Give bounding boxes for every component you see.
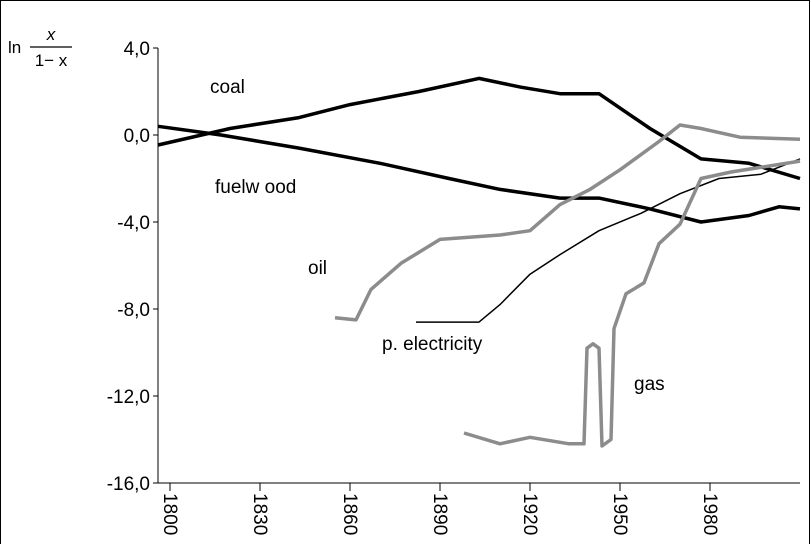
x-tick-label: 1890 [429,493,450,535]
series-label: oil [308,258,327,279]
series-label: p. electricity [382,334,483,355]
x-tick-label: 1860 [339,493,360,535]
series-line [157,124,801,224]
x-tick-label: 1830 [249,493,270,535]
series-label: fuelw ood [215,177,296,198]
x-tick-label: 1950 [609,493,630,535]
y-label-denominator: 1− x [35,51,68,70]
x-tick-label: 1980 [699,493,720,535]
y-tick-label: 0,0 [124,126,150,147]
y-tick-label: -4,0 [117,213,150,234]
series-line [463,159,801,448]
x-tick-label: 1800 [159,493,180,535]
series-line [416,158,801,323]
series-line [157,76,801,181]
x-tick-label: 1920 [519,493,540,535]
series-label: gas [634,374,665,395]
y-label-numerator: x [46,25,56,44]
y-label-prefix: ln [8,38,21,57]
y-tick-label: -12,0 [107,387,150,408]
y-tick-label: 4,0 [124,39,150,60]
series-line [334,123,801,322]
series-label: coal [210,77,245,98]
y-tick-label: -8,0 [117,300,150,321]
y-tick-label: -16,0 [107,474,150,495]
